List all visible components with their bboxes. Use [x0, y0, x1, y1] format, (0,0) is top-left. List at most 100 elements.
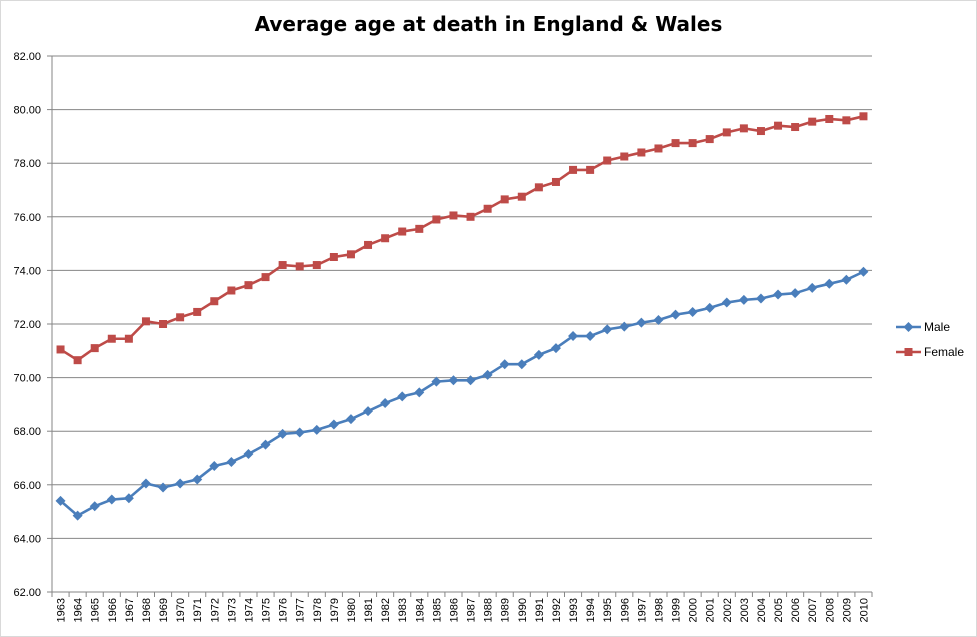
data-point-female — [449, 211, 458, 220]
data-point-male — [345, 414, 356, 425]
data-point-female — [210, 297, 219, 306]
data-point-male — [499, 359, 510, 370]
x-tick-label: 2006 — [790, 598, 802, 622]
x-tick-label: 1971 — [192, 598, 204, 622]
data-point-male — [636, 317, 647, 328]
data-point-male — [807, 282, 818, 293]
x-tick-label: 1995 — [602, 598, 614, 622]
data-point-female — [381, 234, 390, 243]
x-tick-label: 1972 — [209, 598, 221, 622]
data-point-female — [346, 250, 355, 259]
data-point-female — [176, 313, 185, 322]
data-point-male — [568, 331, 579, 342]
data-point-female — [483, 204, 492, 213]
x-tick-label: 1969 — [158, 598, 170, 622]
data-point-male — [755, 293, 766, 304]
data-point-female — [107, 334, 116, 343]
x-tick-label: 1984 — [414, 598, 426, 622]
x-tick-label: 2010 — [858, 598, 870, 622]
data-point-male — [585, 331, 596, 342]
data-point-male — [602, 324, 613, 335]
data-point-female — [842, 116, 851, 125]
x-tick-label: 1986 — [448, 598, 460, 622]
x-tick-label: 1963 — [56, 598, 68, 622]
data-point-female — [261, 273, 270, 282]
data-point-female — [124, 334, 133, 343]
data-point-male — [260, 439, 271, 450]
x-tick-label: 1991 — [534, 598, 546, 622]
data-point-female — [312, 261, 321, 270]
y-tick-labels: 62.00 64.00 66.00 68.00 70.00 72.00 74.00 76.00… — [13, 51, 41, 599]
data-point-female — [825, 114, 834, 123]
x-tick-label: 2008 — [824, 598, 836, 622]
data-point-female — [688, 139, 697, 148]
data-point-male — [311, 424, 322, 435]
legend-label-female: Female — [924, 345, 964, 359]
data-point-male — [619, 321, 630, 332]
legend-marker-female — [904, 348, 913, 356]
data-point-female — [705, 135, 714, 144]
series-line-male — [59, 270, 865, 517]
data-point-female — [774, 121, 783, 130]
x-tick-label: 1988 — [483, 598, 495, 622]
x-tick-label: 1989 — [500, 598, 512, 622]
data-point-male — [790, 288, 801, 299]
x-tick-label: 1990 — [517, 598, 529, 622]
x-tick-label: 1979 — [329, 598, 341, 622]
data-point-female — [159, 320, 168, 328]
data-point-male — [533, 349, 544, 360]
data-point-male — [773, 289, 784, 300]
data-point-male — [158, 482, 169, 493]
data-point-female — [73, 356, 82, 365]
data-point-female — [500, 195, 509, 204]
y-tick-label: 68.00 — [13, 426, 41, 438]
x-tick-label: 1982 — [380, 598, 392, 622]
data-point-male — [721, 297, 732, 308]
x-tick-label: 1975 — [261, 598, 273, 622]
data-point-male — [192, 474, 203, 485]
data-point-female — [244, 281, 253, 290]
data-point-male — [175, 478, 186, 489]
data-point-female — [56, 345, 65, 354]
x-tick-label: 1977 — [295, 598, 307, 622]
data-point-male — [277, 428, 288, 439]
data-point-female — [227, 286, 236, 295]
x-tick-label: 1998 — [653, 598, 665, 622]
chart-title: Average age at death in England & Wales — [254, 12, 723, 36]
legend: Male Female — [896, 320, 964, 359]
data-point-female — [586, 165, 595, 174]
data-point-female — [654, 144, 663, 153]
data-point-male — [72, 510, 83, 521]
data-point-male — [824, 278, 835, 289]
data-point-male — [363, 406, 374, 417]
data-point-female — [791, 123, 800, 132]
x-tick-label: 2002 — [722, 598, 734, 622]
x-tick-label: 1992 — [551, 598, 563, 622]
x-tick-label: 2007 — [807, 598, 819, 622]
data-point-male — [140, 478, 151, 489]
legend-marker-male — [903, 322, 914, 332]
data-point-male — [123, 493, 134, 504]
data-point-female — [620, 152, 629, 161]
data-point-male — [397, 391, 408, 402]
y-tick-label: 78.00 — [13, 158, 41, 170]
data-point-female — [551, 177, 560, 186]
y-tick-label: 70.00 — [13, 373, 41, 385]
x-tick-label: 2000 — [688, 598, 700, 622]
data-point-male — [653, 314, 664, 325]
data-point-male — [670, 309, 681, 320]
data-point-female — [415, 224, 424, 233]
data-point-male — [294, 427, 305, 438]
data-point-male — [55, 495, 66, 506]
data-point-female — [603, 156, 612, 165]
data-point-female — [517, 192, 526, 201]
x-tick-label: 1981 — [363, 598, 375, 622]
x-tick-label: 2004 — [756, 598, 768, 622]
x-tick-labels: 1963 1964 1965 1966 1967 1968 1969 1970 1971 1972… — [56, 598, 871, 622]
data-point-female — [329, 253, 338, 261]
data-point-female — [808, 117, 817, 126]
x-tick-label: 2009 — [841, 598, 853, 622]
data-point-male — [704, 302, 715, 313]
y-tick-label: 80.00 — [13, 105, 41, 117]
data-point-male — [858, 266, 869, 277]
